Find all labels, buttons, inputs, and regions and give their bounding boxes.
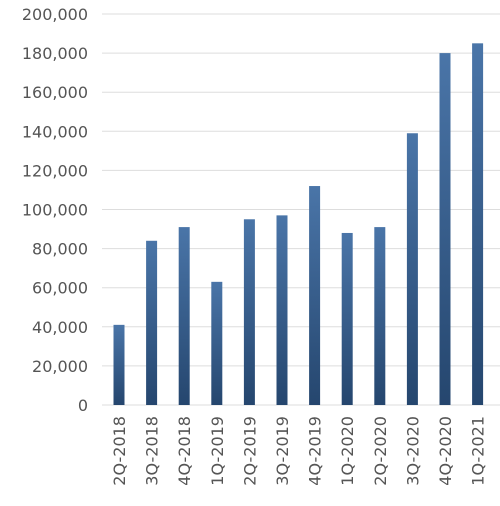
y-tick-label: 160,000 <box>22 83 88 102</box>
y-tick-label: 180,000 <box>22 44 88 63</box>
x-tick-label: 2Q-2018 <box>110 416 129 486</box>
y-tick-label: 120,000 <box>22 161 88 180</box>
bar-1Q-2019 <box>211 281 223 405</box>
bar-4Q-2019 <box>309 186 321 405</box>
bar-2Q-2018 <box>113 324 125 405</box>
y-axis-tick-labels: 0 20,000 40,000 60,000 80,000 100,000 120,000 1… <box>22 5 88 415</box>
bar-4Q-2020 <box>439 53 451 405</box>
bar-1Q-2021 <box>472 43 484 405</box>
gridlines <box>102 13 500 406</box>
x-tick-label: 1Q-2021 <box>469 416 488 486</box>
x-tick-label: 2Q-2020 <box>371 416 390 486</box>
bar-2Q-2020 <box>374 227 386 405</box>
y-tick-label: 80,000 <box>32 240 88 259</box>
bar-4Q-2018 <box>178 227 190 405</box>
y-tick-label: 60,000 <box>32 279 88 298</box>
bar-1Q-2020 <box>341 232 353 405</box>
x-tick-label: 4Q-2019 <box>306 416 325 486</box>
x-tick-label: 1Q-2020 <box>338 416 357 486</box>
x-tick-label: 3Q-2020 <box>403 416 422 486</box>
y-tick-label: 140,000 <box>22 122 88 141</box>
y-tick-label: 40,000 <box>32 318 88 337</box>
x-tick-label: 1Q-2019 <box>208 416 227 486</box>
y-tick-label: 100,000 <box>22 201 88 220</box>
x-tick-label: 3Q-2018 <box>143 416 162 486</box>
x-tick-label: 4Q-2020 <box>436 416 455 486</box>
x-tick-label: 2Q-2019 <box>240 416 259 486</box>
bar-3Q-2019 <box>276 215 288 405</box>
bar-3Q-2018 <box>146 240 158 405</box>
x-tick-label: 4Q-2018 <box>175 416 194 486</box>
x-axis-tick-labels: 2Q-2018 3Q-2018 4Q-2018 1Q-2019 2Q-2019 3Q-20… <box>110 416 488 486</box>
bars <box>113 43 484 405</box>
y-tick-label: 200,000 <box>22 5 88 24</box>
bar-3Q-2020 <box>406 133 418 405</box>
y-tick-label: 20,000 <box>32 357 88 376</box>
bar-2Q-2019 <box>243 219 255 405</box>
y-tick-label: 0 <box>78 396 88 415</box>
x-tick-label: 3Q-2019 <box>273 416 292 486</box>
